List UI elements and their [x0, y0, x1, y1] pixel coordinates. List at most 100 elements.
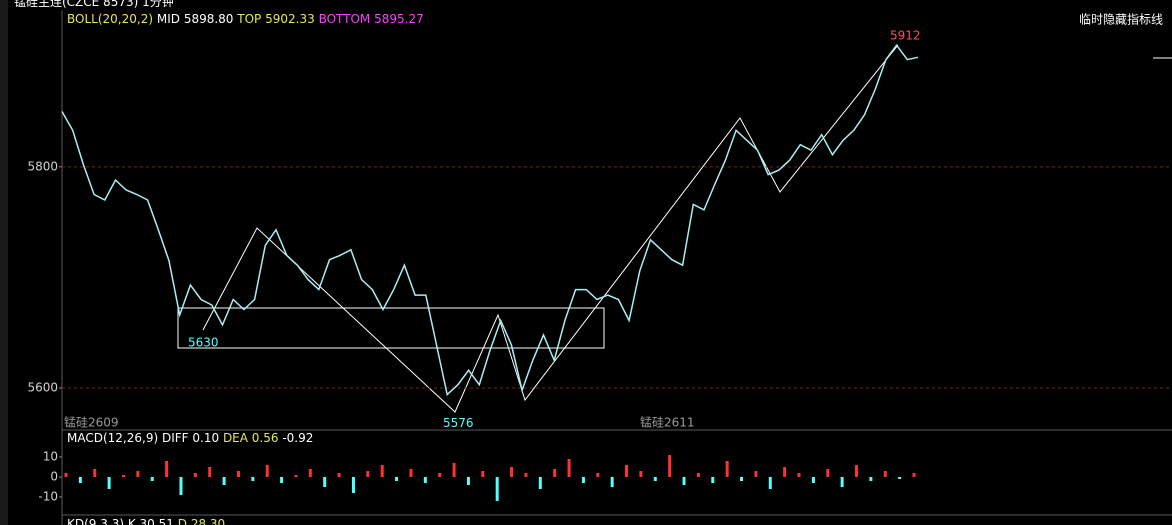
indicator-bar: MACD(12,26,9) DIFF 0.10 DEA 0.56 -0.92: [67, 431, 313, 445]
price-annotation: 5576: [443, 416, 474, 430]
macd-bar: [725, 461, 729, 477]
macd-bar: [653, 477, 657, 481]
readout-label: K: [128, 517, 137, 525]
readout-value: 5898.80: [184, 12, 234, 26]
macd-bar: [481, 471, 485, 477]
price-annotation: 5912: [890, 28, 921, 42]
macd-bar: [768, 477, 772, 489]
macd-bar: [150, 477, 154, 481]
macd-bar: [711, 477, 715, 483]
macd-bar: [754, 471, 758, 477]
macd-bar: [510, 467, 514, 477]
y-tick-label: 5800: [27, 159, 58, 173]
macd-bar: [883, 471, 887, 477]
macd-bar: [438, 473, 442, 477]
price-annotation: 5630: [188, 335, 219, 349]
macd-bar: [409, 469, 413, 477]
contract-label: 锰硅2609: [64, 415, 119, 430]
symbol-name: 锰硅主连(CZCE 8573): [14, 0, 138, 9]
macd-bar: [265, 465, 269, 477]
macd-bar: [78, 477, 82, 483]
macd-bar: [696, 473, 700, 477]
macd-bar: [538, 477, 542, 489]
macd-bar: [567, 459, 571, 477]
readout-label: DEA: [223, 431, 249, 445]
indicator-label: KD(9,3,3) K 30.51 D 28.30: [67, 517, 225, 525]
macd-bar: [524, 473, 528, 477]
macd-bar: [351, 477, 355, 493]
readout-value: 5902.33: [265, 12, 315, 26]
macd-bar: [740, 477, 744, 481]
macd-bar: [596, 473, 600, 477]
macd-bar: [452, 463, 456, 477]
macd-bar: [380, 465, 384, 477]
indicator-label: BOLL(20,20,2) MID 5898.80 TOP 5902.33 BO…: [67, 12, 424, 26]
period: 1分钟: [142, 0, 174, 9]
readout-value: 30.51: [140, 517, 174, 525]
indicator-bar: BOLL(20,20,2) MID 5898.80 TOP 5902.33 BO…: [67, 12, 424, 26]
macd-bar: [236, 471, 240, 477]
macd-bar: [179, 477, 183, 495]
macd-bar: [395, 477, 399, 481]
macd-bar: [783, 467, 787, 477]
indicator-bar: KD(9,3,3) K 30.51 D 28.30: [67, 517, 225, 525]
macd-bar: [64, 473, 68, 477]
macd-bar: [323, 477, 327, 487]
indicator-name: MACD(12,26,9): [67, 431, 158, 445]
side-tabs[interactable]: [0, 0, 8, 525]
readout-value: 28.30: [191, 517, 225, 525]
indicator-name: BOLL(20,20,2): [67, 12, 153, 26]
macd-bar: [797, 473, 801, 477]
readout-value: 0.10: [192, 431, 219, 445]
macd-bar: [107, 477, 111, 489]
macd-bar: [366, 471, 370, 477]
y-tick-label: -10: [38, 490, 58, 504]
macd-bar: [222, 477, 226, 485]
macd-bar: [165, 461, 169, 477]
macd-bar: [136, 471, 140, 477]
readout-label: MID: [157, 12, 180, 26]
y-tick-label: 0: [50, 470, 58, 484]
macd-bar: [251, 477, 255, 481]
macd-bar: [495, 477, 499, 501]
macd-bar: [337, 473, 341, 477]
readout-label: TOP: [236, 12, 261, 26]
symbol: 锰硅主连(CZCE 8573) 1分钟: [14, 0, 174, 9]
macd-bar: [308, 469, 312, 477]
macd-bar: [869, 477, 873, 481]
macd-bar: [912, 473, 916, 477]
readout-label: D: [178, 517, 187, 525]
macd-bar: [811, 477, 815, 483]
y-tick-label: 10: [43, 450, 58, 464]
macd-bar: [208, 467, 212, 477]
indicator-name: KD(9,3,3): [67, 517, 124, 525]
macd-bar: [93, 469, 97, 477]
box-drawing: [177, 307, 605, 349]
hide-indicator-button[interactable]: 临时隐藏指标线: [1079, 12, 1163, 27]
macd-bar: [553, 469, 557, 477]
macd-bar: [280, 477, 284, 483]
macd-bar: [826, 469, 830, 477]
readout-value: 0.56: [252, 431, 279, 445]
macd-bar: [855, 465, 859, 477]
macd-bar: [668, 455, 672, 477]
contract-label: 锰硅2611: [640, 415, 695, 430]
price-line: [61, 43, 919, 397]
macd-bar: [294, 475, 298, 477]
macd-bar: [466, 477, 470, 485]
macd-bar: [121, 475, 125, 477]
readout-value: 5895.27: [374, 12, 424, 26]
macd-bar: [610, 477, 614, 487]
macd-bar: [898, 477, 902, 479]
y-tick-label: 5600: [27, 380, 58, 394]
macd-bar: [639, 471, 643, 477]
macd-bar: [193, 473, 197, 477]
readout-label: DIFF: [162, 431, 189, 445]
indicator-label: MACD(12,26,9) DIFF 0.10 DEA 0.56 -0.92: [67, 431, 313, 445]
macd-bar: [840, 477, 844, 487]
macd-value: -0.92: [282, 431, 313, 445]
macd-bar: [682, 477, 686, 485]
readout-label: BOTTOM: [319, 12, 371, 26]
